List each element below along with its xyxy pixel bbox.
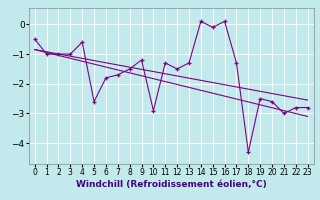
X-axis label: Windchill (Refroidissement éolien,°C): Windchill (Refroidissement éolien,°C)	[76, 180, 267, 189]
